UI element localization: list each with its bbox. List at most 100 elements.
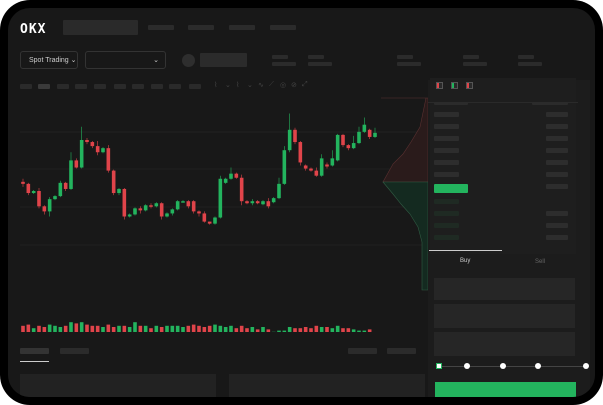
bid-price: [434, 199, 459, 204]
total-input[interactable]: [434, 332, 575, 356]
buy-submit-button[interactable]: [435, 382, 576, 397]
candle-body: [111, 170, 116, 194]
slider-step-100[interactable]: [583, 363, 589, 369]
candle-body: [191, 201, 196, 212]
candle-body: [234, 173, 239, 178]
candle-body: [101, 148, 105, 153]
chart-tool-icon[interactable]: ⤢: [302, 81, 308, 88]
chart-tool-icon[interactable]: ∿: [258, 82, 264, 89]
volume-bar: [90, 325, 95, 332]
volume-bar: [234, 328, 239, 332]
candle-body: [271, 198, 276, 203]
nav-item[interactable]: [229, 25, 255, 30]
interval-button[interactable]: [189, 84, 201, 89]
volume-bar: [165, 325, 169, 332]
candle-body: [127, 214, 132, 217]
amount-slider[interactable]: [439, 366, 586, 367]
candle-body: [282, 150, 287, 184]
nav-item[interactable]: [270, 25, 296, 30]
slider-handle[interactable]: [436, 363, 442, 369]
interval-button[interactable]: [75, 84, 87, 89]
candle-body: [303, 165, 308, 169]
pair-dropdown[interactable]: ⌄: [85, 51, 166, 69]
chart-tool-icon[interactable]: ⌄: [247, 82, 253, 89]
price-input[interactable]: [434, 278, 575, 300]
candle-body: [239, 177, 244, 202]
tab-sell[interactable]: Sell: [535, 259, 546, 265]
volume-bar: [127, 327, 132, 332]
volume-bar: [255, 329, 260, 332]
candle-body: [367, 129, 372, 137]
volume-bar: [143, 325, 148, 332]
candle-body: [149, 205, 153, 207]
nav-item[interactable]: [188, 25, 214, 30]
volume-bar: [314, 325, 319, 332]
chart-tool-icon[interactable]: ⌇: [236, 82, 240, 89]
spot-trading-selector[interactable]: Spot Trading ⌄: [20, 51, 78, 69]
tab-open-orders[interactable]: [20, 348, 49, 354]
orderbook-asks-icon[interactable]: [466, 82, 473, 89]
chart-tool-icon[interactable]: ⊘: [291, 82, 297, 89]
volume-bar: [325, 327, 329, 332]
filter-button[interactable]: [387, 348, 416, 354]
depth-bids-area: [382, 181, 428, 291]
interval-button[interactable]: [57, 84, 69, 89]
candle-body: [351, 143, 356, 149]
tab-order-history[interactable]: [60, 348, 89, 354]
candle-body: [95, 146, 100, 153]
candle-body: [319, 158, 324, 176]
candle-body: [314, 170, 319, 176]
candle-body: [287, 129, 292, 151]
interval-button[interactable]: [132, 84, 144, 89]
candle-body: [229, 173, 233, 179]
interval-button[interactable]: [169, 84, 181, 89]
candle-body: [335, 134, 340, 161]
interval-button[interactable]: [151, 84, 163, 89]
volume-bar: [69, 322, 73, 332]
interval-button[interactable]: [94, 84, 106, 89]
slider-step-75[interactable]: [535, 363, 541, 369]
volume-bar: [202, 327, 207, 332]
candle-body: [357, 131, 361, 144]
chart-tool-icon[interactable]: ◎: [280, 82, 287, 89]
candle-body: [58, 182, 63, 197]
volume-bar: [362, 330, 367, 332]
candle-body: [133, 208, 137, 215]
candle-body: [197, 211, 201, 214]
search-input[interactable]: [63, 20, 138, 35]
volume-bar: [223, 327, 228, 332]
candle-body: [181, 201, 185, 203]
volume-bar: [277, 330, 281, 332]
candle-body: [186, 201, 191, 207]
volume-bar: [181, 327, 185, 332]
candlestick-chart[interactable]: [8, 92, 428, 332]
interval-button[interactable]: [20, 84, 32, 89]
bid-price: [434, 223, 459, 228]
slider-step-25[interactable]: [464, 363, 470, 369]
tab-buy[interactable]: Buy: [460, 258, 471, 264]
nav-item[interactable]: [148, 25, 174, 30]
okx-logo[interactable]: OKX: [20, 22, 47, 37]
filter-button[interactable]: [348, 348, 377, 354]
chart-tool-icon[interactable]: ⌄: [225, 82, 231, 89]
chart-tool-icon[interactable]: ⌇: [214, 82, 218, 89]
ask-price: [434, 172, 459, 177]
ask-size: [546, 136, 568, 141]
volume-bar: [191, 324, 196, 332]
stat-label: [308, 55, 324, 59]
ask-size: [546, 160, 568, 165]
chart-tool-icon[interactable]: ⟋: [269, 81, 274, 88]
orderbook-bids-icon[interactable]: [451, 82, 458, 89]
tab-underline: [20, 361, 49, 362]
slider-step-50[interactable]: [500, 363, 506, 369]
volume-bar: [213, 324, 217, 332]
interval-button[interactable]: [38, 84, 50, 89]
amount-input[interactable]: [434, 304, 575, 328]
interval-button[interactable]: [114, 84, 126, 89]
orderbook-both-icon[interactable]: [436, 82, 443, 89]
candle-body: [373, 132, 377, 137]
volume-bar: [26, 324, 31, 332]
volume-bar: [95, 325, 100, 332]
stat-value: [518, 62, 542, 66]
